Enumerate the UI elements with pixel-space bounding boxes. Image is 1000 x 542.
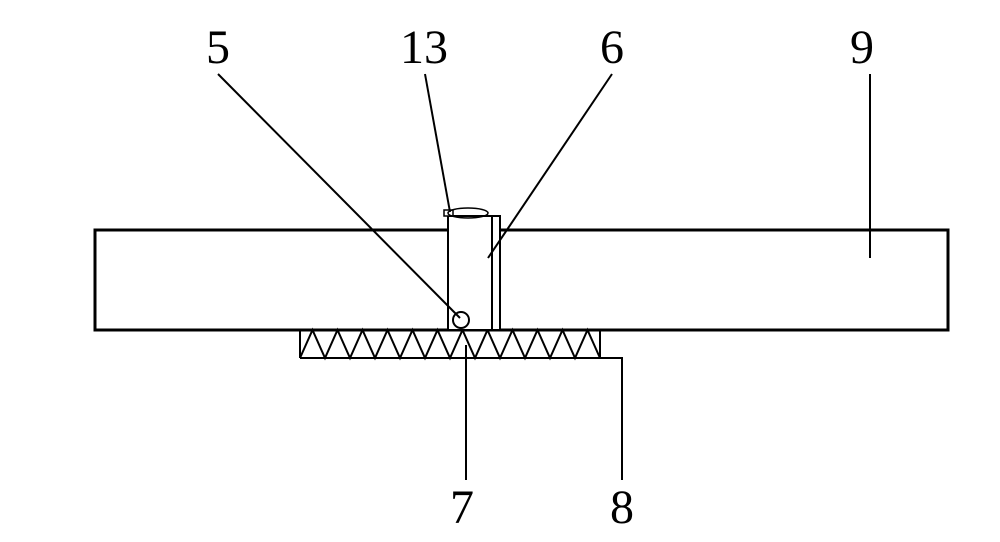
label-9: 9 [850, 20, 874, 75]
label-13: 13 [400, 20, 448, 75]
leader-8 [598, 358, 622, 480]
main-bar [95, 230, 948, 330]
label-8: 8 [610, 480, 634, 535]
leader-13 [425, 74, 450, 212]
label-6: 6 [600, 20, 624, 75]
label-5: 5 [206, 20, 230, 75]
spring [300, 330, 600, 358]
label-7: 7 [450, 480, 474, 535]
diagram-svg [0, 0, 1000, 542]
